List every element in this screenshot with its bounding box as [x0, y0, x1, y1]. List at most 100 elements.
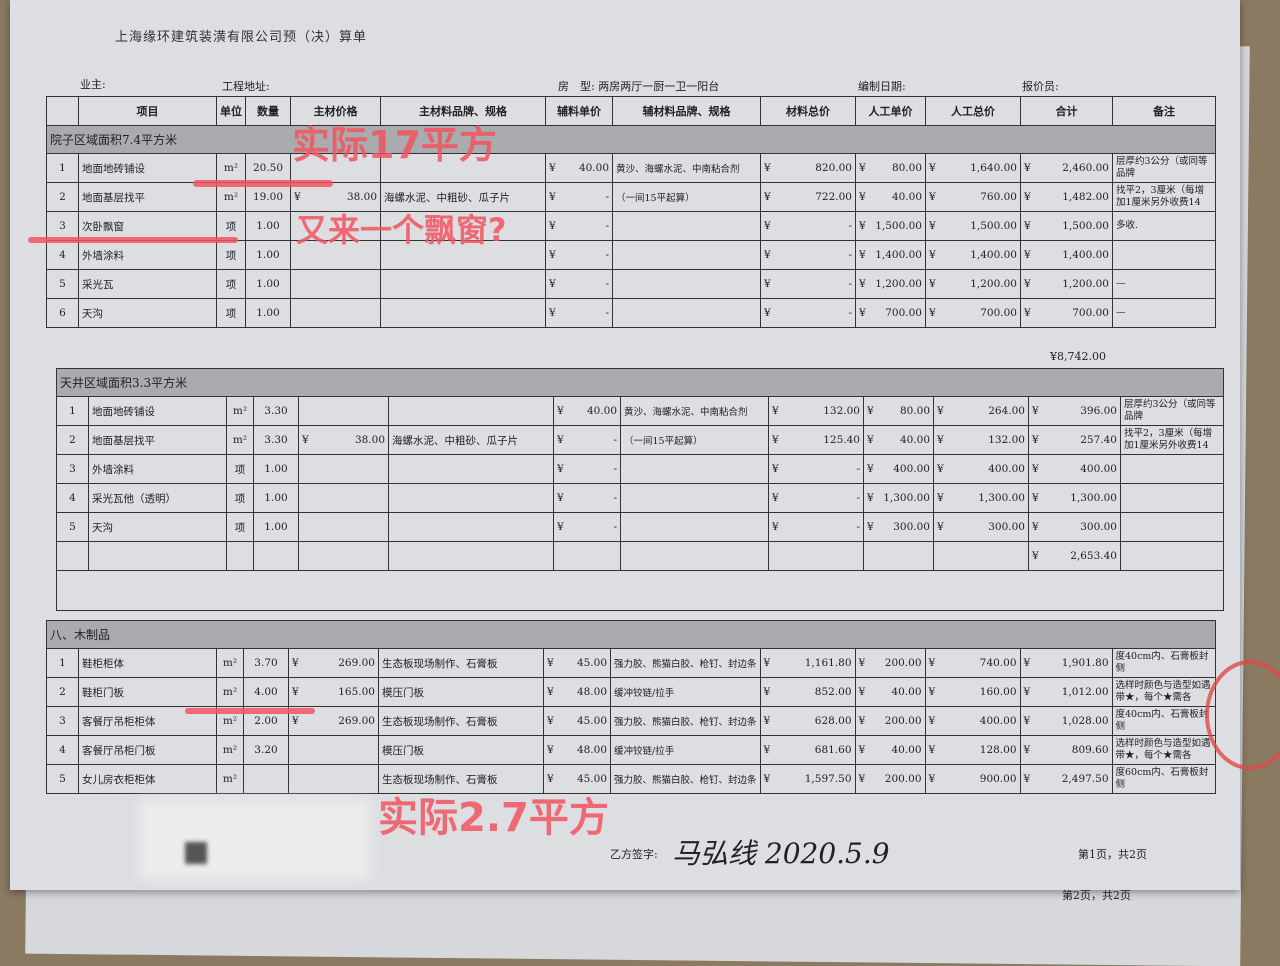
table-cell: ¥820.00 — [760, 153, 856, 183]
table-cell: 3 — [46, 706, 79, 736]
table-cell: 3 — [56, 454, 89, 484]
table-row: 1 地面地砖铺设 m² 3.30 ¥40.00 黄沙、海螺水泥、中南粘合剂 ¥132.00 ¥… — [56, 396, 1224, 426]
table-cell: ¥45.00 — [543, 764, 611, 794]
table-cell: ¥132.00 — [768, 396, 864, 426]
table-cell: 黄沙、海螺水泥、中南粘合剂 — [620, 396, 769, 426]
table-row: 4 采光瓦他（透明）项 1.00 ¥ - ¥ - ¥1,300.00 ¥1,300.00 ¥1,3… — [56, 483, 1224, 513]
section-1-subtotal: ¥8,742.00 — [1050, 350, 1106, 363]
annotation-strike — [28, 237, 238, 243]
table-cell: ¥300.00 — [863, 512, 934, 542]
table-cell — [290, 298, 381, 328]
table-cell: ¥ - — [760, 269, 856, 299]
annotation-another-window: 又来一个飘窗? — [296, 211, 507, 249]
table-cell: 层厚约3公分（或同等品牌 — [1112, 153, 1216, 183]
table-cell: （一间15平起算） — [612, 182, 761, 212]
table-cell — [380, 269, 546, 299]
table-cell: 地面地砖铺设 — [78, 153, 217, 183]
table-cell: 1 — [46, 648, 79, 678]
table-cell — [380, 211, 546, 241]
table-cell: 6 — [46, 298, 79, 328]
table-cell — [226, 541, 254, 571]
table-cell: 1.00 — [245, 269, 291, 299]
table-cell: ¥2,653.40 — [1028, 541, 1121, 571]
header-cell — [46, 96, 79, 126]
column-header: 人工单价 — [855, 96, 926, 126]
table-cell: ¥1,400.00 — [1020, 240, 1113, 270]
table-cell: 1.00 — [253, 483, 299, 513]
table-cell: 地面基层找平 — [88, 425, 227, 455]
table-cell: ¥ - — [553, 454, 621, 484]
table-row: 2 地面基层找平 m² 3.30 ¥38.00 海螺水泥、中粗砂、瓜子片 ¥ - （一间15平起… — [56, 425, 1224, 455]
table-cell — [288, 764, 379, 794]
table-cell: m² — [216, 735, 244, 765]
table-cell: 天沟 — [78, 298, 217, 328]
table-row: 4 客餐厅吊柜门板 m² 3.20 模压门板 ¥48.00 缓冲铰链/拉手 ¥681.60 ¥4… — [46, 735, 1216, 765]
table-cell — [933, 541, 1029, 571]
table-cell: ¥1,012.00 — [1019, 677, 1113, 707]
signature: 马弘线 2020.5.9 — [672, 837, 890, 870]
table-cell: ¥1,200.00 — [1020, 269, 1113, 299]
table-cell — [620, 483, 769, 513]
table-cell: 黄沙、海螺水泥、中南粘合剂 — [612, 153, 761, 183]
table-cell: 选样时颜色与造型如遇带★，每个★需各 — [1111, 735, 1216, 765]
table-cell — [1120, 541, 1224, 571]
table-cell: ¥160.00 — [924, 677, 1021, 707]
table-cell: 层厚约3公分（或同等品牌 — [1120, 396, 1224, 426]
table-cell: ¥ - — [768, 512, 864, 542]
table-cell: ¥722.00 — [760, 182, 856, 212]
table-cell: ¥628.00 — [759, 706, 856, 736]
table-cell: ¥125.40 — [768, 425, 864, 455]
table-cell: ¥80.00 — [863, 396, 934, 426]
table-cell — [388, 396, 554, 426]
table-cell: ¥681.60 — [759, 735, 856, 765]
table-cell: 度40cm内、石膏板封侧 — [1111, 648, 1216, 678]
table-row: 2 地面基层找平 m² 19.00 ¥38.00 海螺水泥、中粗砂、瓜子片 ¥ - （一间15平… — [46, 182, 1216, 212]
table-cell: 5 — [56, 512, 89, 542]
column-header: 辅材料品牌、规格 — [612, 96, 761, 126]
column-header: 项目 — [78, 96, 217, 126]
section-table-1: 项目 单位 数量 主材价格 主材料品牌、规格 辅料单价 辅材料品牌、规格 材料总价 人工单价 人工… — [46, 96, 1216, 328]
table-row: 5 天沟项 1.00 ¥ - ¥ - ¥300.00 ¥300.00 ¥300.00 — [56, 512, 1224, 542]
table-cell: ¥ - — [553, 425, 621, 455]
table-cell: 强力胶、熊猫白胶、枪钉、封边条 — [610, 764, 761, 794]
table-cell: 2 — [46, 182, 79, 212]
table-cell: 项 — [216, 240, 246, 270]
annotation-underline — [185, 708, 315, 714]
table-cell: 1.00 — [245, 298, 291, 328]
red-stamp — [1205, 660, 1280, 770]
table-cell: 度60cm内、石膏板封侧 — [1111, 764, 1216, 794]
table-row: 5 女儿房衣柜柜体 m² 生态板现场制作、石膏板 ¥45.00 强力胶、熊猫白胶、枪钉、封… — [46, 764, 1216, 794]
table-cell: ¥740.00 — [924, 648, 1021, 678]
table-cell — [380, 298, 546, 328]
table-cell: ¥1,500.00 — [855, 211, 926, 241]
table-cell: m² — [216, 764, 244, 794]
table-cell: ¥1,200.00 — [855, 269, 926, 299]
table-cell: ¥1,161.80 — [759, 648, 856, 678]
section-table-2: 天井区域面积3.3平方米 1 地面地砖铺设 m² 3.30 ¥40.00 黄沙、海螺水泥、中… — [56, 368, 1224, 611]
table-row: 1 地面地砖铺设 m² 20.50 ¥40.00 黄沙、海螺水泥、中南粘合剂 ¥820.00… — [46, 153, 1216, 183]
table-cell: m² — [216, 153, 246, 183]
table-cell: 3.30 — [253, 425, 299, 455]
table-cell — [298, 512, 389, 542]
page-number-2: 第2页，共2页 — [1062, 889, 1131, 902]
table-cell: ¥ - — [553, 512, 621, 542]
annotation-actual-2-7: 实际2.7平方 — [378, 795, 609, 841]
table-cell: 4 — [56, 483, 89, 513]
table-cell: ¥900.00 — [924, 764, 1021, 794]
table-cell: 1.00 — [253, 512, 299, 542]
table-cell — [290, 240, 381, 270]
table-cell: ¥128.00 — [924, 735, 1021, 765]
table-cell: 5 — [46, 269, 79, 299]
table-cell — [768, 541, 864, 571]
owner-label: 业主: — [80, 78, 106, 91]
table-cell — [620, 454, 769, 484]
table-cell: ¥809.60 — [1019, 735, 1113, 765]
table-cell: 模压门板 — [378, 677, 544, 707]
table-cell: 生态板现场制作、石膏板 — [378, 764, 544, 794]
table-cell: 缓冲铰链/拉手 — [610, 735, 761, 765]
table-cell: 项 — [226, 454, 254, 484]
table-cell: 4.00 — [243, 677, 289, 707]
table-cell — [1120, 483, 1224, 513]
table-cell: 3.30 — [253, 396, 299, 426]
table-cell: ¥1,028.00 — [1019, 706, 1113, 736]
